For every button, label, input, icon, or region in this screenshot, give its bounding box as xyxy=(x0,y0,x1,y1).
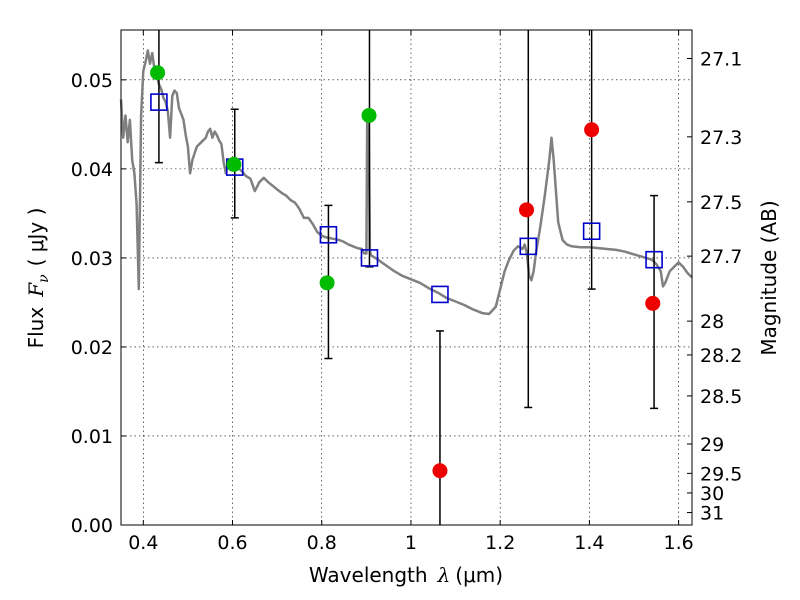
x-tick-label: 1.4 xyxy=(574,532,604,554)
y-axis-label: FluxFν( μJy ) xyxy=(24,208,52,349)
y-tick-label: 0.05 xyxy=(71,70,113,92)
model-photometry-square xyxy=(431,285,449,304)
model-photometry-square xyxy=(519,237,538,256)
magnitude-tick-label: 27.5 xyxy=(700,192,742,214)
magnitude-tick-label: 28.5 xyxy=(700,386,742,408)
detection-point xyxy=(150,65,166,81)
x-tick-label: 1.2 xyxy=(485,532,515,554)
magnitude-tick-label: 27.3 xyxy=(700,127,742,149)
x-tick-label: 0.6 xyxy=(217,532,247,554)
magnitude-tick-label: 27.1 xyxy=(700,48,742,70)
y-tick-label: 0.01 xyxy=(71,426,113,448)
detection-point xyxy=(226,156,242,172)
magnitude-tick-label: 29.5 xyxy=(700,463,742,485)
marker-layer xyxy=(150,65,663,479)
plot-frame xyxy=(120,29,693,526)
y-axis-ticks: 0.00 0.01 0.02 0.03 0.04 0.05 xyxy=(71,70,126,537)
non-detection-point xyxy=(518,202,534,218)
x-tick-label: 0.8 xyxy=(307,532,337,554)
grid xyxy=(121,30,692,526)
model-photometry-square xyxy=(645,250,663,269)
y-tick-label: 0.00 xyxy=(71,515,113,537)
model-spectrum-line xyxy=(119,49,693,316)
x-tick-label: 0.4 xyxy=(128,532,158,554)
model-photometry-square xyxy=(150,93,168,111)
non-detection-point xyxy=(584,122,600,138)
magnitude-tick-label: 29 xyxy=(700,434,724,456)
model-photometry-square xyxy=(319,225,338,244)
non-detection-point xyxy=(432,463,448,479)
magnitude-tick-label: 30 xyxy=(700,483,724,505)
y-tick-label: 0.04 xyxy=(71,159,113,181)
model-photometry-square xyxy=(582,222,601,241)
x-axis-ticks: 0.4 0.6 0.8 1 1.2 1.4 1.6 xyxy=(128,30,694,554)
magnitude-axis-label: Magnitude (AB) xyxy=(757,200,781,355)
magnitude-tick-label: 27.7 xyxy=(700,246,742,268)
magnitude-tick-label: 28.2 xyxy=(700,345,742,367)
x-tick-label: 1 xyxy=(405,532,417,554)
magnitude-tick-label: 28 xyxy=(700,311,724,333)
magnitude-tick-label: 31 xyxy=(700,503,724,525)
x-axis-label: Wavelength λ (μm) xyxy=(309,563,503,587)
y-tick-label: 0.02 xyxy=(71,337,113,359)
model-spectrum-layer xyxy=(119,49,693,316)
x-tick-label: 1.6 xyxy=(664,532,694,554)
y-tick-label: 0.03 xyxy=(71,248,113,270)
detection-point xyxy=(319,275,335,291)
model-photometry-square xyxy=(360,249,379,267)
non-detection-point xyxy=(645,295,661,311)
detection-point xyxy=(361,107,377,123)
